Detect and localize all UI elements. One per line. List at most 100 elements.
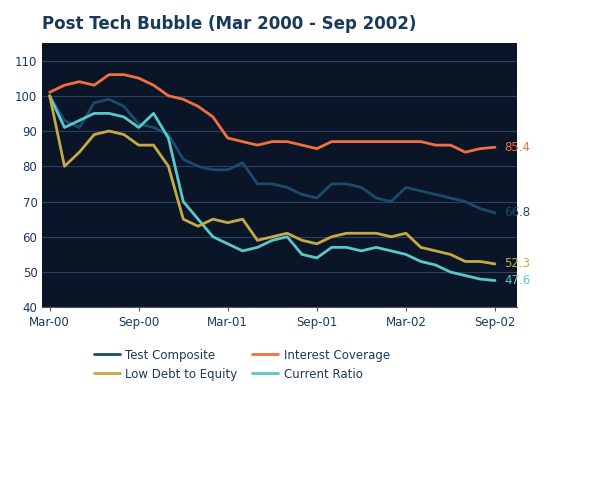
Current Ratio: [492, 278, 499, 284]
Low Debt to Equity: [209, 216, 216, 222]
Test Composite: [372, 195, 380, 201]
Interest Coverage: [447, 142, 454, 148]
Interest Coverage: [180, 96, 187, 102]
Low Debt to Equity: [447, 252, 454, 258]
Interest Coverage: [254, 142, 261, 148]
Interest Coverage: [387, 139, 394, 145]
Interest Coverage: [76, 78, 83, 85]
Test Composite: [343, 181, 350, 187]
Current Ratio: [358, 248, 365, 254]
Low Debt to Equity: [372, 230, 380, 236]
Interest Coverage: [239, 139, 246, 145]
Interest Coverage: [477, 146, 484, 152]
Low Debt to Equity: [432, 248, 439, 254]
Current Ratio: [447, 269, 454, 275]
Low Debt to Equity: [195, 223, 202, 229]
Low Debt to Equity: [328, 234, 335, 240]
Current Ratio: [239, 248, 246, 254]
Current Ratio: [372, 244, 380, 250]
Current Ratio: [343, 244, 350, 250]
Low Debt to Equity: [402, 230, 409, 236]
Low Debt to Equity: [91, 131, 98, 137]
Line: Low Debt to Equity: Low Debt to Equity: [50, 96, 495, 264]
Low Debt to Equity: [254, 237, 261, 243]
Interest Coverage: [358, 139, 365, 145]
Test Composite: [76, 124, 83, 130]
Test Composite: [195, 163, 202, 170]
Text: Post Tech Bubble (Mar 2000 - Sep 2002): Post Tech Bubble (Mar 2000 - Sep 2002): [42, 15, 417, 33]
Test Composite: [150, 124, 157, 130]
Low Debt to Equity: [343, 230, 350, 236]
Low Debt to Equity: [180, 216, 187, 222]
Line: Interest Coverage: Interest Coverage: [50, 74, 495, 152]
Interest Coverage: [269, 139, 276, 145]
Low Debt to Equity: [387, 234, 394, 240]
Text: 47.6: 47.6: [504, 274, 530, 287]
Interest Coverage: [91, 82, 98, 88]
Low Debt to Equity: [106, 128, 113, 134]
Current Ratio: [209, 234, 216, 240]
Low Debt to Equity: [165, 163, 172, 170]
Low Debt to Equity: [61, 163, 68, 170]
Low Debt to Equity: [462, 259, 469, 265]
Low Debt to Equity: [224, 220, 231, 226]
Interest Coverage: [462, 149, 469, 155]
Low Debt to Equity: [283, 230, 291, 236]
Text: 66.8: 66.8: [504, 206, 530, 219]
Interest Coverage: [283, 139, 291, 145]
Low Debt to Equity: [358, 230, 365, 236]
Interest Coverage: [165, 93, 172, 99]
Interest Coverage: [328, 139, 335, 145]
Current Ratio: [254, 244, 261, 250]
Current Ratio: [195, 216, 202, 222]
Test Composite: [209, 167, 216, 173]
Test Composite: [328, 181, 335, 187]
Low Debt to Equity: [120, 131, 127, 137]
Current Ratio: [402, 252, 409, 258]
Interest Coverage: [432, 142, 439, 148]
Interest Coverage: [46, 89, 53, 95]
Test Composite: [91, 100, 98, 106]
Test Composite: [477, 206, 484, 212]
Test Composite: [402, 185, 409, 191]
Test Composite: [61, 117, 68, 123]
Test Composite: [298, 192, 305, 198]
Test Composite: [254, 181, 261, 187]
Test Composite: [432, 192, 439, 198]
Test Composite: [283, 185, 291, 191]
Interest Coverage: [224, 135, 231, 141]
Test Composite: [358, 185, 365, 191]
Current Ratio: [313, 255, 320, 261]
Current Ratio: [61, 124, 68, 130]
Interest Coverage: [150, 82, 157, 88]
Current Ratio: [417, 259, 425, 265]
Current Ratio: [477, 276, 484, 282]
Test Composite: [224, 167, 231, 173]
Low Debt to Equity: [492, 261, 499, 267]
Interest Coverage: [195, 103, 202, 109]
Text: 52.3: 52.3: [504, 258, 530, 271]
Low Debt to Equity: [46, 93, 53, 99]
Interest Coverage: [417, 139, 425, 145]
Current Ratio: [283, 234, 291, 240]
Low Debt to Equity: [298, 237, 305, 243]
Interest Coverage: [372, 139, 380, 145]
Interest Coverage: [106, 71, 113, 77]
Low Debt to Equity: [477, 259, 484, 265]
Low Debt to Equity: [135, 142, 142, 148]
Low Debt to Equity: [76, 149, 83, 155]
Current Ratio: [224, 241, 231, 247]
Current Ratio: [91, 110, 98, 116]
Interest Coverage: [135, 75, 142, 81]
Low Debt to Equity: [239, 216, 246, 222]
Low Debt to Equity: [313, 241, 320, 247]
Legend: Test Composite, Low Debt to Equity, Interest Coverage, Current Ratio: Test Composite, Low Debt to Equity, Inte…: [94, 349, 390, 381]
Current Ratio: [46, 93, 53, 99]
Current Ratio: [135, 124, 142, 130]
Test Composite: [417, 188, 425, 194]
Current Ratio: [106, 110, 113, 116]
Text: 85.4: 85.4: [504, 141, 530, 154]
Current Ratio: [298, 252, 305, 258]
Interest Coverage: [61, 82, 68, 88]
Interest Coverage: [343, 139, 350, 145]
